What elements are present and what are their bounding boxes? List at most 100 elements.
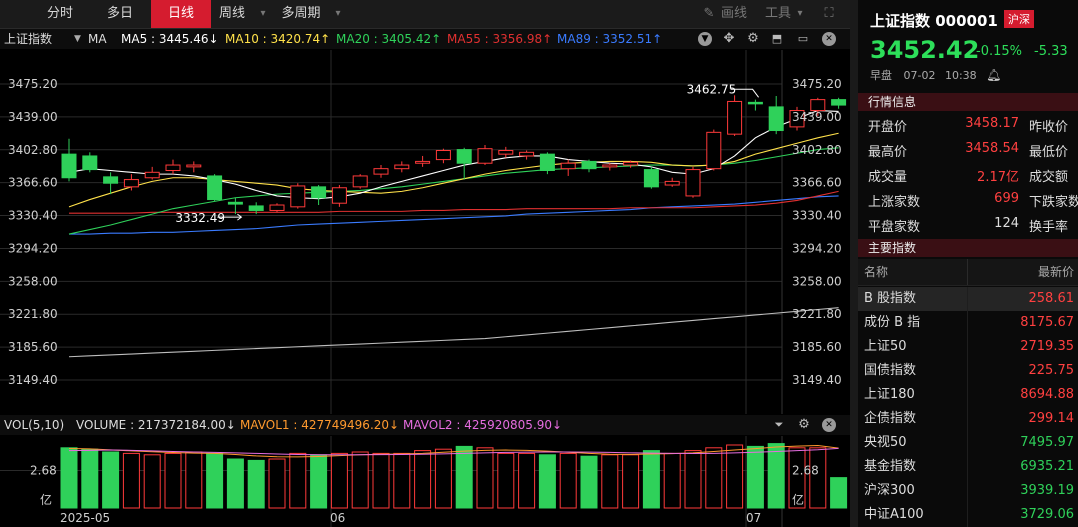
index-row[interactable]: 企债指数 299.14 (858, 407, 1078, 431)
volume-bar[interactable] (705, 447, 723, 509)
settings-gear-icon[interactable]: ⚙ (747, 31, 759, 46)
candle-body[interactable] (581, 160, 597, 170)
candle-body[interactable] (248, 205, 264, 211)
volume-bar[interactable] (102, 451, 120, 509)
volume-bar[interactable] (538, 454, 556, 509)
candle-body[interactable] (331, 187, 347, 204)
volume-bar[interactable] (518, 452, 536, 509)
volume-bar[interactable] (767, 443, 785, 509)
volume-bar[interactable] (434, 448, 452, 509)
vol-close-icon[interactable]: ✕ (822, 418, 836, 432)
index-row[interactable]: 中证A100 3729.06 (858, 503, 1078, 527)
tools-button[interactable]: 工具 (764, 6, 791, 21)
volume-bar[interactable] (809, 447, 827, 509)
index-row[interactable]: 成份 B 指 8175.67 (858, 311, 1078, 335)
volume-bar[interactable] (206, 452, 224, 509)
index-row[interactable]: 上证50 2719.35 (858, 335, 1078, 359)
candle-body[interactable] (539, 153, 555, 171)
candle-body[interactable] (373, 168, 389, 175)
candle-body[interactable] (602, 164, 618, 168)
weekly-dropdown-icon[interactable]: ▾ (260, 8, 266, 19)
tools-dropdown-icon[interactable]: ▾ (797, 8, 803, 19)
candle-body[interactable] (768, 106, 784, 132)
candle-body[interactable] (227, 201, 243, 205)
candle-body[interactable] (623, 161, 639, 166)
bell-icon[interactable]: 🔔︎ (986, 68, 1002, 82)
candle-body[interactable] (290, 185, 306, 208)
collapse-icon[interactable]: ▼ (698, 32, 712, 46)
volume-bar[interactable] (622, 454, 640, 509)
candle-body[interactable] (831, 99, 847, 106)
volume-bar[interactable] (726, 444, 744, 509)
multi-period-dropdown-icon[interactable]: ▾ (335, 8, 341, 19)
volume-bar[interactable] (226, 458, 244, 509)
volume-bar[interactable] (746, 445, 764, 509)
tab-weekly[interactable]: 周线 (218, 6, 245, 21)
candle-body[interactable] (269, 204, 285, 211)
candle-body[interactable] (664, 180, 680, 186)
candle-body[interactable] (560, 162, 576, 170)
volume-bar[interactable] (247, 459, 265, 509)
candle-body[interactable] (789, 110, 805, 128)
volume-bar[interactable] (60, 447, 78, 509)
tab-multi-period[interactable]: 多周期 (281, 6, 321, 21)
index-row[interactable]: 上证180 8694.88 (858, 383, 1078, 407)
close-icon[interactable]: ✕ (822, 32, 836, 46)
candle-body[interactable] (685, 169, 701, 197)
candle-body[interactable] (810, 99, 826, 112)
candle-body[interactable] (456, 149, 472, 164)
index-row[interactable]: 沪深300 3939.19 (858, 479, 1078, 503)
tab-daily[interactable]: 日线 (151, 0, 211, 28)
candle-body[interactable] (165, 164, 181, 171)
volume-bar[interactable] (122, 452, 140, 509)
volume-bar[interactable] (601, 454, 619, 509)
ma-label[interactable]: MA (88, 32, 107, 46)
candle-body[interactable] (144, 171, 160, 179)
volume-bar[interactable] (143, 454, 161, 509)
volume-bar[interactable] (310, 454, 328, 509)
volume-bar[interactable] (414, 450, 432, 509)
candle-body[interactable] (727, 100, 743, 135)
volume-bar[interactable] (830, 477, 848, 509)
vol-collapse-icon[interactable]: ⏷ (774, 418, 784, 431)
candle-body[interactable] (498, 150, 514, 155)
pencil-icon[interactable]: ✎ (703, 6, 715, 21)
indicator-dropdown-icon[interactable]: ▼ (74, 34, 81, 44)
index-row[interactable]: 基金指数 6935.21 (858, 455, 1078, 479)
candlestick-chart[interactable]: 3475.20 3475.20 3439.00 3439.00 3402.80 3402.… (0, 50, 850, 414)
volume-bar[interactable] (559, 452, 577, 509)
volume-bar[interactable] (268, 458, 286, 509)
volume-bar[interactable] (372, 452, 390, 509)
volume-bar[interactable] (289, 452, 307, 509)
col-name-header[interactable]: 名称 (864, 265, 889, 279)
candle-body[interactable] (747, 101, 763, 105)
candle-body[interactable] (103, 176, 119, 184)
volume-bar[interactable] (663, 452, 681, 509)
tab-multi-day[interactable]: 多日 (106, 6, 133, 21)
index-row[interactable]: B 股指数 258.61 (858, 287, 1078, 311)
volume-bar[interactable] (81, 448, 99, 509)
col-price-header[interactable]: 最新价 (1037, 265, 1074, 279)
volume-bar[interactable] (476, 447, 494, 509)
volume-bar[interactable] (164, 452, 182, 509)
tab-intraday[interactable]: 分时 (46, 6, 73, 21)
volume-bar[interactable] (684, 450, 702, 509)
volume-bar[interactable] (580, 455, 598, 509)
volume-bar[interactable] (642, 450, 660, 509)
volume-bar[interactable] (455, 445, 473, 509)
minimize-icon[interactable]: ⬒ (771, 32, 783, 45)
candle-body[interactable] (415, 160, 431, 164)
volume-bar[interactable] (185, 451, 203, 509)
candle-body[interactable] (311, 186, 327, 199)
draw-line-button[interactable]: 画线 (720, 6, 747, 21)
index-row[interactable]: 国债指数 225.75 (858, 359, 1078, 383)
candle-body[interactable] (186, 164, 202, 168)
candle-body[interactable] (82, 155, 98, 171)
candle-body[interactable] (123, 179, 139, 188)
vol-settings-gear-icon[interactable]: ⚙ (798, 417, 810, 432)
panel-divider[interactable] (850, 0, 858, 527)
candle-body[interactable] (519, 151, 535, 157)
volume-bar[interactable] (393, 452, 411, 509)
vol-name[interactable]: VOL(5,10) (4, 418, 65, 432)
candle-body[interactable] (643, 169, 659, 188)
